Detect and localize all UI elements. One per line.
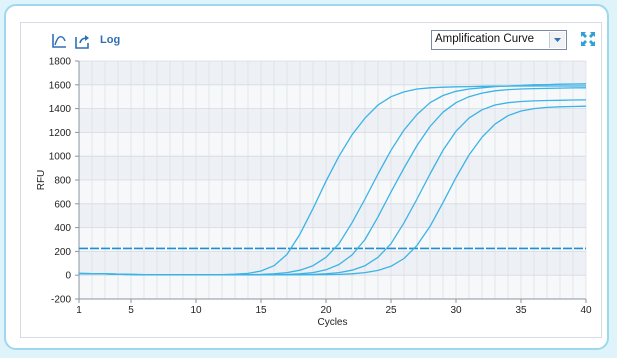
x-tick-label: 35 xyxy=(515,305,527,316)
x-tick-label: 10 xyxy=(190,305,202,316)
grid-band xyxy=(79,108,586,133)
grid-band xyxy=(79,61,586,85)
chart-type-value: Amplification Curve xyxy=(435,33,535,45)
y-tick-label: -200 xyxy=(51,295,71,306)
y-tick-label: 1600 xyxy=(49,80,72,91)
chevron-down-icon[interactable] xyxy=(549,32,565,48)
chart-toolbar: Log Amplification Curve xyxy=(30,30,600,56)
y-tick-label: 800 xyxy=(54,176,71,187)
log-toggle[interactable]: Log xyxy=(100,34,121,46)
y-tick-label: 400 xyxy=(54,223,71,234)
grid-band xyxy=(79,251,586,276)
y-tick-label: 1400 xyxy=(49,104,72,115)
chart-type-select[interactable]: Amplification Curve xyxy=(431,30,567,50)
x-tick-label: 15 xyxy=(255,305,267,316)
x-tick-label: 40 xyxy=(580,305,592,316)
y-axis-label: RFU xyxy=(36,170,47,191)
y-tick-label: 1800 xyxy=(49,57,72,68)
x-tick-label: 1 xyxy=(76,305,82,316)
y-tick-label: 1000 xyxy=(49,152,72,163)
x-tick-label: 25 xyxy=(385,305,397,316)
y-tick-label: 600 xyxy=(54,199,71,210)
y-tick-label: 200 xyxy=(54,247,71,258)
grid-band xyxy=(79,180,586,204)
grid-band xyxy=(79,227,586,252)
amplification-curve-5 xyxy=(78,105,587,276)
x-tick-label: 20 xyxy=(320,305,332,316)
grid-band xyxy=(79,203,586,228)
grid-band xyxy=(79,84,586,109)
x-axis-label: Cycles xyxy=(317,317,347,328)
grid-band xyxy=(79,132,586,157)
grid-band xyxy=(79,275,586,299)
expand-icon[interactable] xyxy=(580,31,596,47)
export-icon[interactable] xyxy=(74,32,92,50)
x-tick-label: 30 xyxy=(450,305,462,316)
axis-chart-icon[interactable] xyxy=(50,32,68,50)
x-tick-label: 5 xyxy=(128,305,134,316)
y-tick-label: 1200 xyxy=(49,128,72,139)
y-tick-label: 0 xyxy=(65,271,71,282)
